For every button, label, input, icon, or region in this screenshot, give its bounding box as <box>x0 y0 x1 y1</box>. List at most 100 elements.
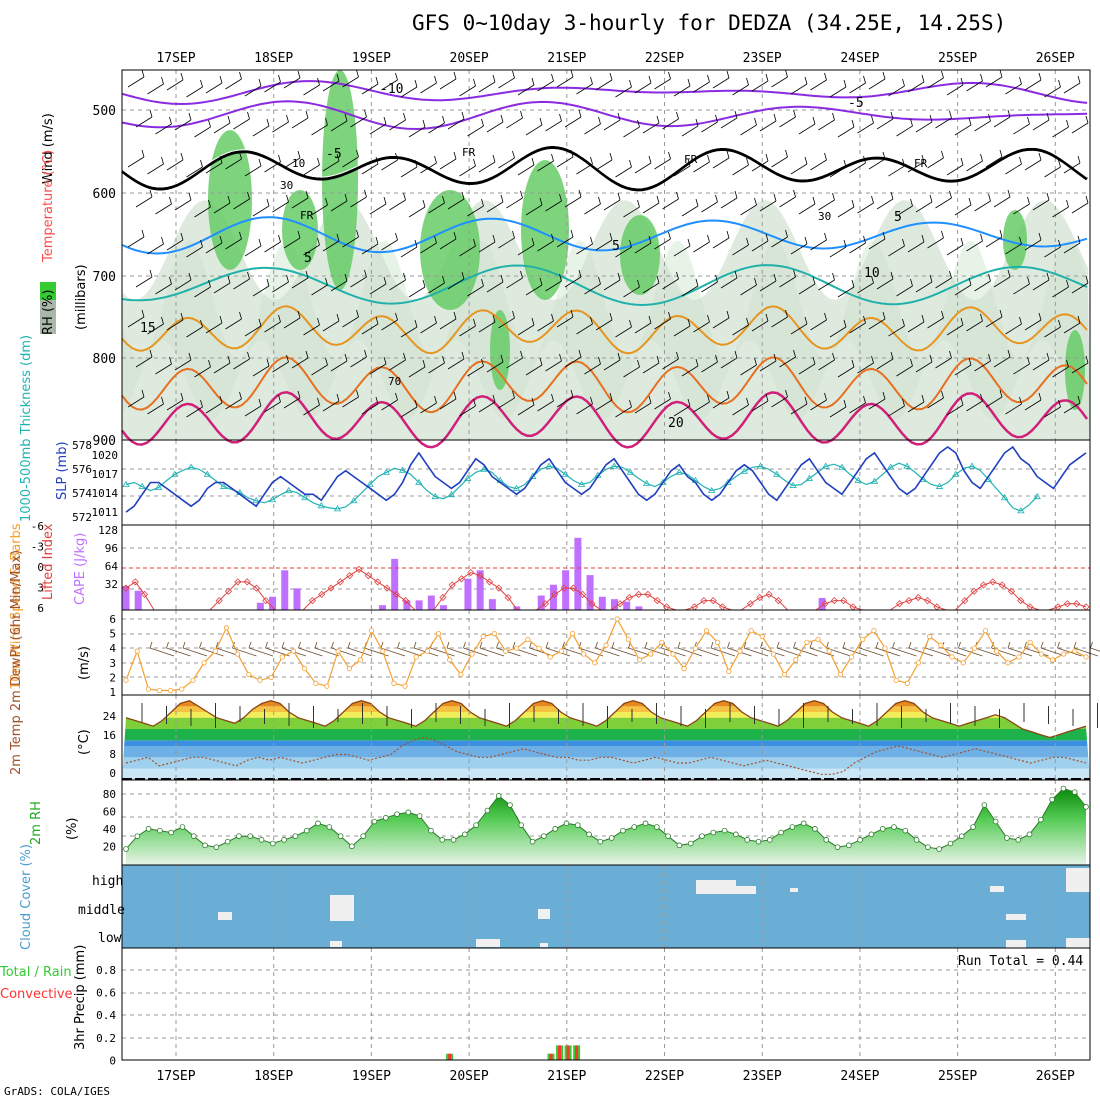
wind10m-barb <box>182 647 208 657</box>
wind-barb-flag <box>317 317 320 326</box>
rh2m-unit: (%) <box>65 818 80 841</box>
wind-barb-flag <box>734 190 738 199</box>
wind-barb <box>634 322 652 334</box>
wind-barb <box>740 364 757 376</box>
wind10m-marker <box>502 648 509 654</box>
wind-barb-flag <box>668 231 671 240</box>
wind-barb-flag <box>765 153 769 162</box>
lifted-index-marker <box>383 584 391 592</box>
wind-barb-flag <box>180 232 184 241</box>
wind-barb <box>1063 82 1081 94</box>
wind-barb-flag <box>695 278 699 287</box>
cape-bar <box>623 601 631 610</box>
wind10m-tick-label: 1 <box>109 686 116 699</box>
cape-lifted-index-panel: -6 -3 0 3 6 128 96 64 32 <box>31 520 1091 615</box>
wind-barb <box>147 163 164 175</box>
wind-barb-flag <box>921 154 925 163</box>
wind-barb-flag <box>278 74 281 83</box>
wind-barb-flag <box>812 276 816 285</box>
wind10m-barb <box>1040 647 1066 657</box>
wind-barb <box>545 280 562 292</box>
wind-barb <box>350 276 367 288</box>
wind-barb-flag <box>161 236 164 245</box>
wind-barb-flag <box>968 277 972 286</box>
wind-barb-flag <box>395 232 398 241</box>
slp-tick-label: 1014 <box>92 487 119 500</box>
wind-barb <box>732 324 749 336</box>
wind10m-marker <box>837 671 844 678</box>
wind-barb-flag <box>227 275 231 284</box>
wind-barb <box>576 403 593 415</box>
rh2m-marker <box>371 818 378 825</box>
wind-barb <box>634 162 652 174</box>
wind-barb <box>486 281 504 293</box>
wind-barb-flag <box>929 274 933 283</box>
rh-moist-area <box>322 70 358 290</box>
precip-total-label: Total / Rain <box>0 965 72 980</box>
wind-barb <box>272 121 289 133</box>
wind-barb <box>135 276 153 288</box>
wind-barb-flag <box>812 196 816 205</box>
wind-barb <box>857 362 874 374</box>
lifted-index-marker <box>457 575 466 583</box>
rh2m-tick-label: 40 <box>103 823 116 836</box>
precip-conv-bar <box>566 1045 570 1060</box>
wind-barb-flag <box>395 312 398 321</box>
wind10m-marker <box>424 648 430 654</box>
wind-barb-flag <box>297 70 301 79</box>
wind-barb-flag <box>929 194 933 203</box>
wind10m-marker <box>960 660 966 666</box>
wind-barb-flag <box>949 270 952 279</box>
wind-barb <box>537 400 554 412</box>
thickness-marker <box>789 481 797 488</box>
wind10m-marker <box>145 686 151 692</box>
temp2m-tick-label: 24 <box>103 710 117 723</box>
wind-barb-flag <box>200 319 203 328</box>
wind-barb-flag <box>726 150 730 159</box>
wind10m-barb-flag <box>776 641 780 649</box>
thickness-marker <box>317 502 325 509</box>
lifted-index-label: Lifted Index <box>41 523 56 600</box>
wind10m-marker <box>670 651 676 657</box>
wind-barb <box>751 400 769 412</box>
wind-barb-flag <box>500 114 504 123</box>
lifted-index-marker <box>644 590 652 598</box>
wind10m-barb <box>463 647 488 657</box>
thickness-marker <box>350 496 358 504</box>
contour-label: 5 <box>304 251 312 266</box>
wind-barb-flag <box>921 74 925 83</box>
cape-tick-label: 96 <box>105 542 118 555</box>
wind-barb-flag <box>297 150 301 159</box>
wind-barb-flag <box>188 112 192 121</box>
wind10m-barb-flag <box>677 641 681 649</box>
wind-barb-flag <box>570 69 574 78</box>
wind-barb <box>654 158 671 170</box>
lifted-index-marker <box>653 597 661 605</box>
wind10m-barb <box>232 647 257 657</box>
wind-barb-flag <box>141 229 145 238</box>
rh2m-marker <box>755 838 762 845</box>
wind10m-barb-flag <box>908 641 912 649</box>
li-tick-label: 3 <box>37 582 44 595</box>
wind-barb <box>868 318 886 330</box>
wind10m-marker <box>547 654 553 660</box>
wind-barb <box>556 316 574 328</box>
wind-barb-flag <box>773 273 777 282</box>
wind-barb <box>595 239 613 251</box>
rh2m-marker <box>360 833 366 839</box>
lifted-index-marker <box>439 593 447 602</box>
wind-barb-flag <box>863 395 866 404</box>
wind10m-marker <box>346 666 352 672</box>
lifted-index-marker <box>774 597 782 605</box>
wind-barb-flag <box>668 151 671 160</box>
lifted-index-marker <box>970 587 978 595</box>
wind-barb <box>174 279 192 291</box>
wind-barb <box>525 124 543 136</box>
wind-barb <box>849 402 866 414</box>
wind-barb <box>283 317 301 329</box>
wind-barb-flag <box>902 238 905 247</box>
wind-barb <box>428 362 445 374</box>
lifted-index-marker <box>476 572 484 580</box>
wind-barb <box>927 237 944 249</box>
wind10m-marker <box>536 645 542 651</box>
